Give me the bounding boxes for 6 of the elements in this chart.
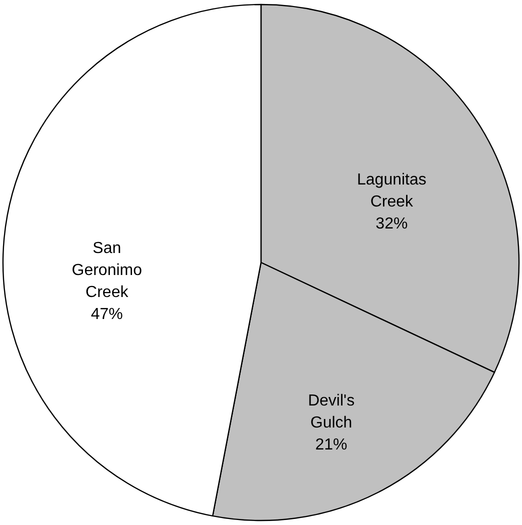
slice-label: Devil's Gulch [308,392,355,432]
slice-label: Lagunitas Creek [357,172,426,211]
slice-label: San Geronimo Creek [72,240,142,301]
data-label: 32% [376,216,408,233]
data-label: 21% [315,436,348,454]
data-label: 47% [90,306,123,323]
